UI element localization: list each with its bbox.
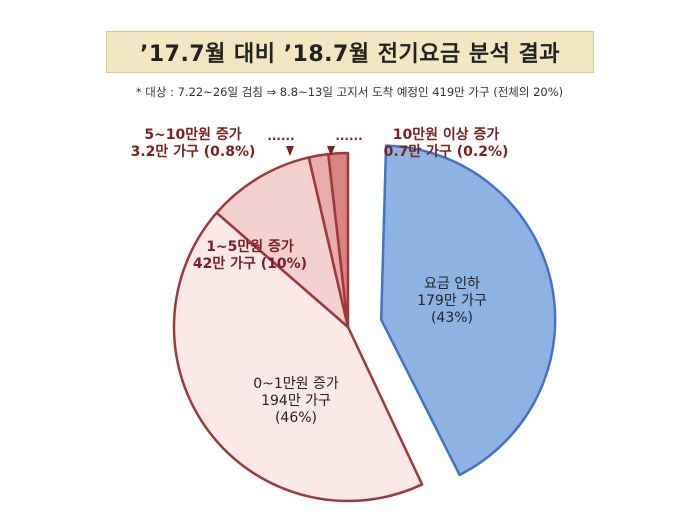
- chart-title: ’17.7월 대비 ’18.7월 전기요금 분석 결과: [140, 42, 560, 67]
- slice-label-1-5: 1~5만원 증가 42만 가구 (10%): [193, 239, 307, 272]
- footnote: * 대상 : 7.22~26일 검침 ⇒ 8.8~13일 고지서 도착 예정인 …: [135, 85, 564, 99]
- leader-dots-10plus: ......: [335, 129, 362, 143]
- title-box: ’17.7월 대비 ’18.7월 전기요금 분석 결과: [106, 31, 594, 73]
- leader-arrow-10plus: [327, 146, 335, 156]
- slice-label-10plus: 10만원 이상 증가 0.7만 가구 (0.2%): [384, 126, 509, 160]
- pie-slice-4: [327, 151, 350, 329]
- pie-slice-1: [172, 211, 424, 503]
- slice-label-decrease: 요금 인하 179만 가구 (43%): [417, 276, 487, 326]
- pie-slice-2: [215, 156, 350, 329]
- slice-label-0-1: 0~1만원 증가 194만 가구 (46%): [253, 376, 339, 426]
- leader-dots-5-10: ......: [267, 129, 294, 143]
- leader-arrow-5-10: [286, 146, 294, 156]
- pie-slice-0: [379, 144, 557, 477]
- slice-label-5-10: 5~10만원 증가 3.2만 가구 (0.8%): [131, 127, 256, 160]
